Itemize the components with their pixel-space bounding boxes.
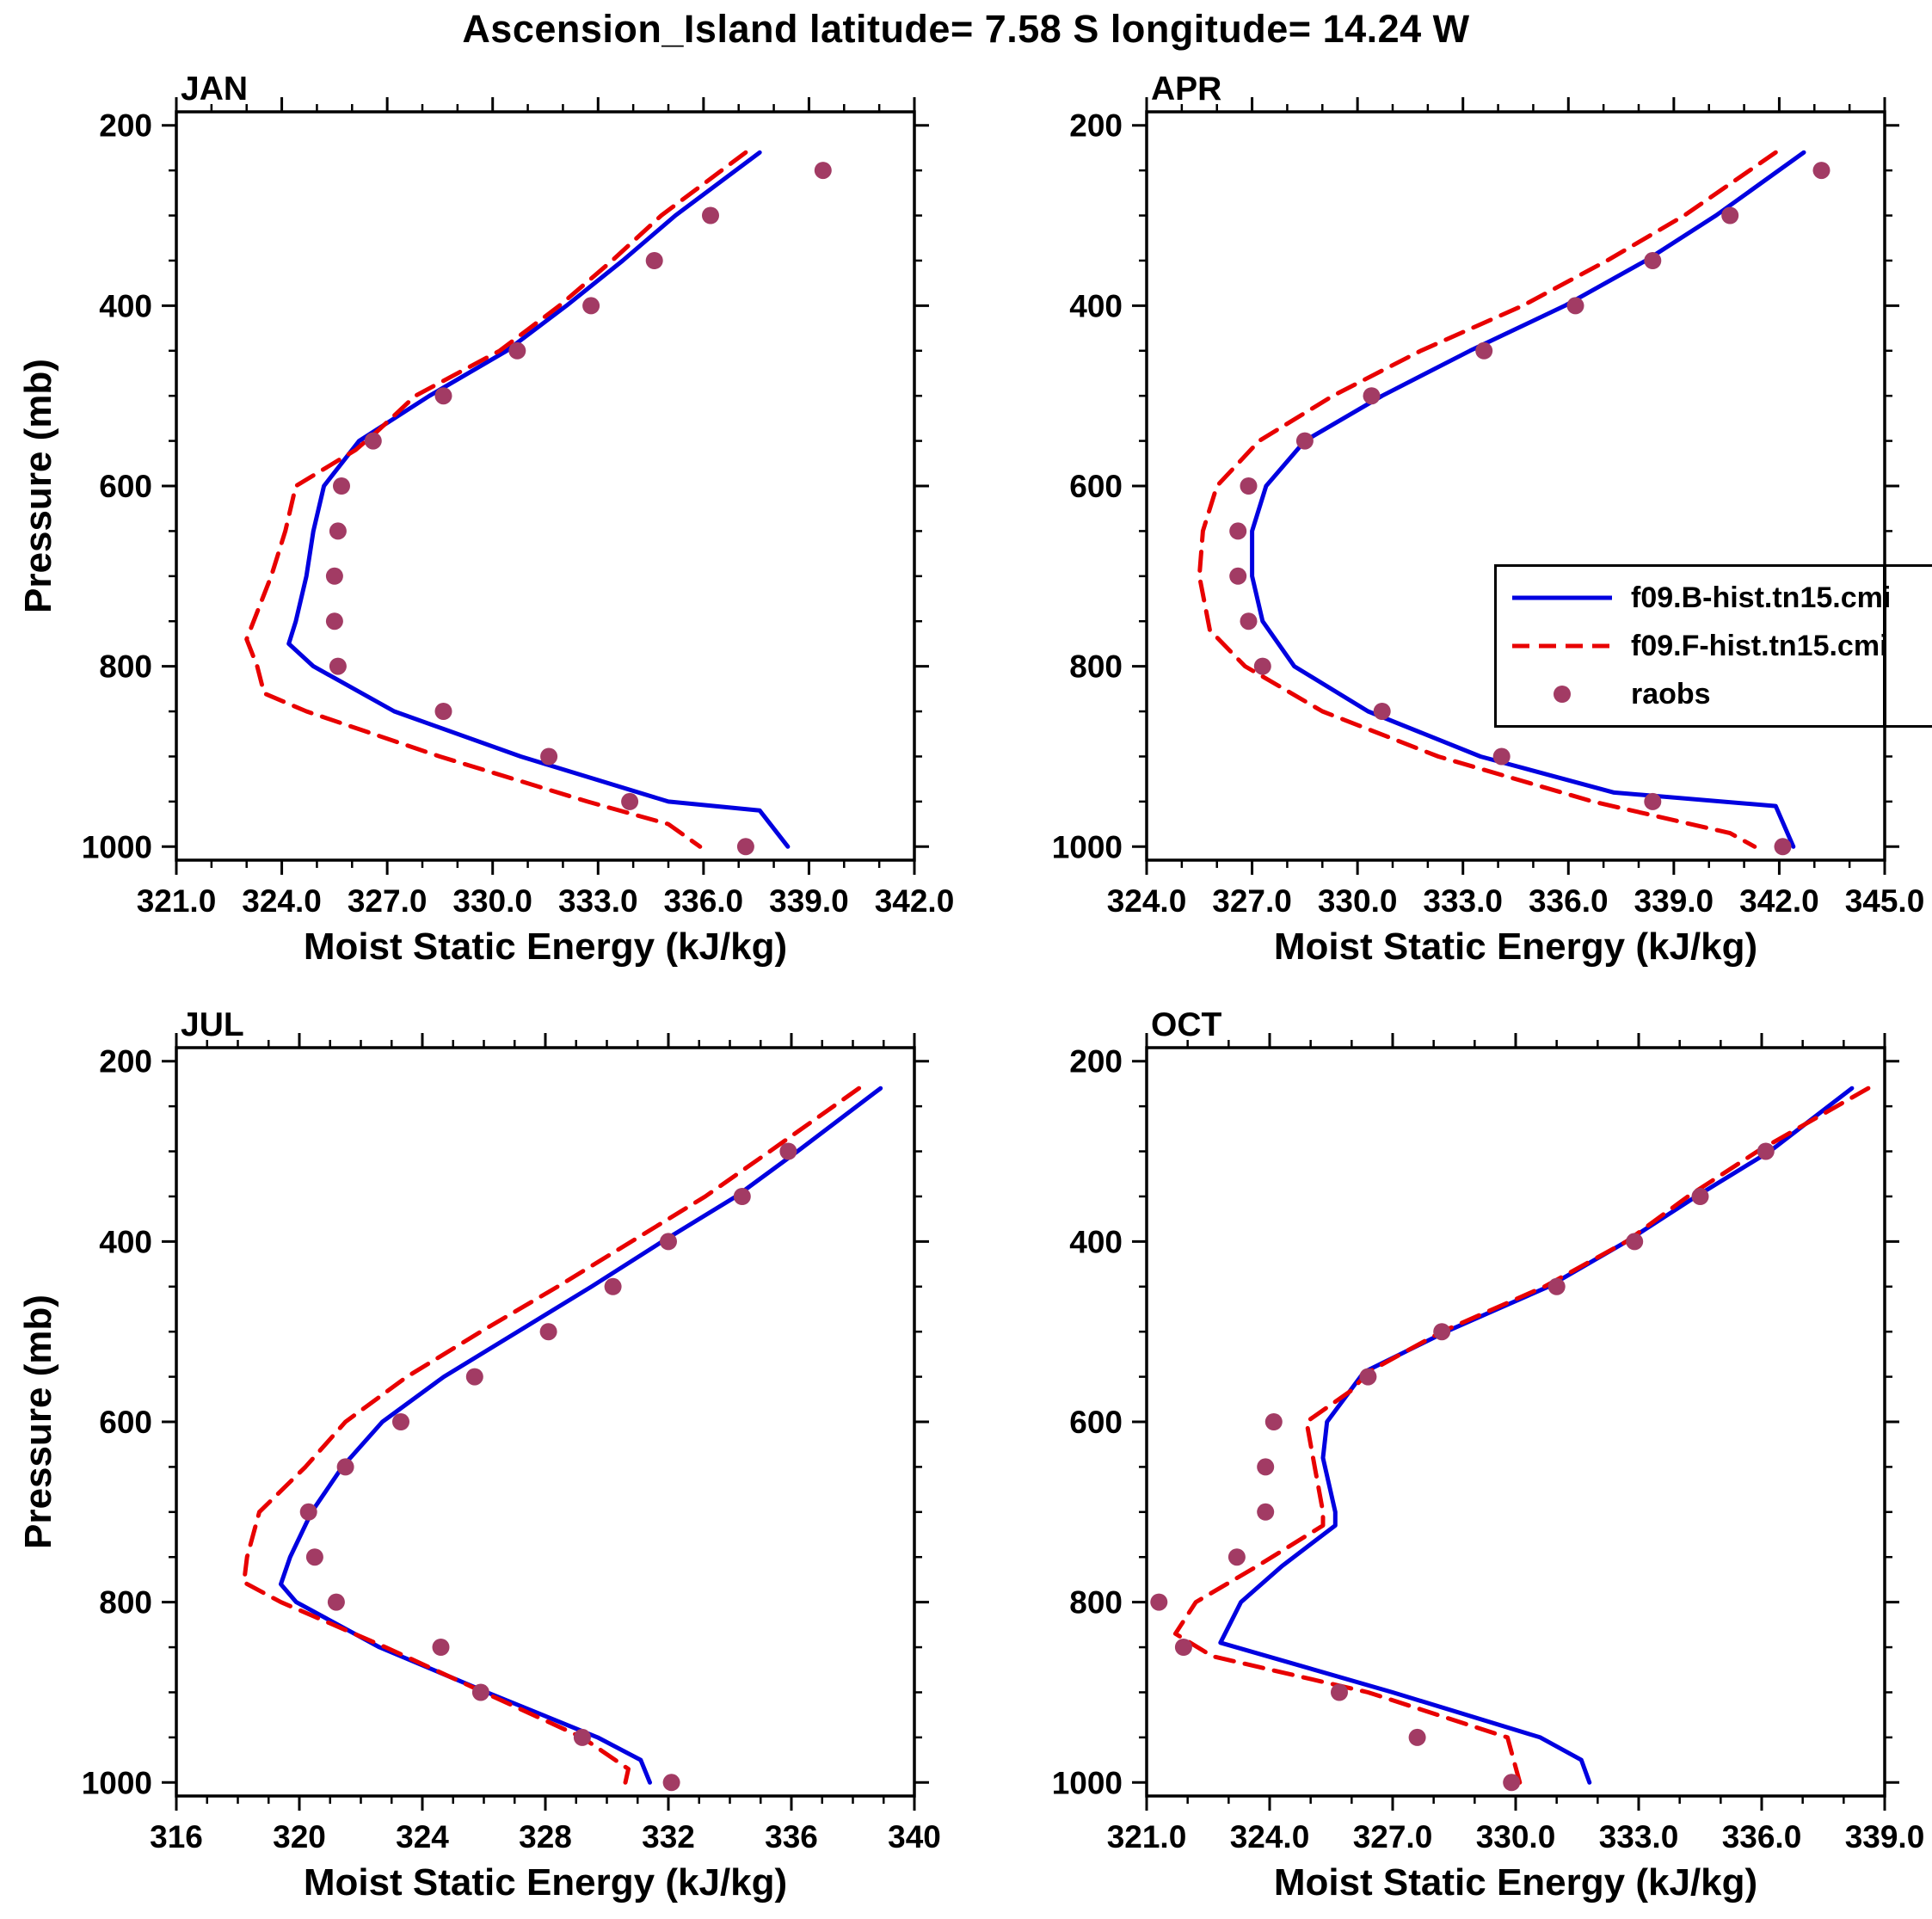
legend-label-raobs: raobs bbox=[1631, 677, 1711, 710]
solid-line-icon bbox=[1512, 595, 1612, 600]
legend-item-raobs: raobs bbox=[1511, 678, 1932, 711]
svg-text:1000: 1000 bbox=[82, 1765, 152, 1800]
panel-title-oct: OCT bbox=[1151, 1006, 1222, 1043]
svg-text:342.0: 342.0 bbox=[1739, 883, 1819, 919]
svg-text:600: 600 bbox=[1069, 1405, 1123, 1440]
svg-text:800: 800 bbox=[1069, 1585, 1123, 1621]
svg-text:327.0: 327.0 bbox=[1353, 1819, 1433, 1854]
svg-text:336.0: 336.0 bbox=[1722, 1819, 1802, 1854]
svg-text:200: 200 bbox=[99, 108, 152, 144]
legend-label-model-f: f09.F-hist.tn15.cmi bbox=[1631, 629, 1888, 662]
svg-text:200: 200 bbox=[1069, 1044, 1123, 1079]
y-axis-title-bottom-row: Pressure (mb) bbox=[17, 1295, 59, 1549]
svg-text:200: 200 bbox=[1069, 108, 1123, 144]
svg-text:333.0: 333.0 bbox=[1423, 883, 1503, 919]
dashed-line-icon bbox=[1512, 643, 1612, 649]
svg-text:800: 800 bbox=[99, 1585, 152, 1621]
svg-text:339.0: 339.0 bbox=[1634, 883, 1714, 919]
svg-text:400: 400 bbox=[1069, 288, 1123, 323]
svg-text:600: 600 bbox=[99, 1405, 152, 1440]
svg-text:340: 340 bbox=[888, 1819, 941, 1854]
legend: f09.B-hist.tn15.cmi f09.F-hist.tn15.cmi … bbox=[1494, 564, 1932, 728]
svg-text:336.0: 336.0 bbox=[1529, 883, 1609, 919]
svg-text:333.0: 333.0 bbox=[1599, 1819, 1679, 1854]
svg-text:800: 800 bbox=[99, 649, 152, 685]
legend-label-model-b: f09.B-hist.tn15.cmi bbox=[1631, 581, 1892, 614]
svg-text:316: 316 bbox=[150, 1819, 203, 1854]
x-axis-title-jul: Moist Static Energy (kJ/kg) bbox=[303, 1861, 788, 1904]
y-axis-title-top-row: Pressure (mb) bbox=[17, 359, 59, 613]
svg-text:200: 200 bbox=[99, 1044, 152, 1079]
svg-text:330.0: 330.0 bbox=[1318, 883, 1398, 919]
svg-text:800: 800 bbox=[1069, 649, 1123, 685]
svg-text:324: 324 bbox=[396, 1819, 449, 1854]
svg-text:333.0: 333.0 bbox=[558, 883, 638, 919]
svg-text:600: 600 bbox=[1069, 469, 1123, 504]
svg-text:320: 320 bbox=[273, 1819, 326, 1854]
x-axis-title-oct: Moist Static Energy (kJ/kg) bbox=[1273, 1861, 1758, 1904]
svg-text:324.0: 324.0 bbox=[1107, 883, 1187, 919]
svg-text:339.0: 339.0 bbox=[1845, 1819, 1925, 1854]
panel-title-apr: APR bbox=[1151, 71, 1222, 108]
svg-text:330.0: 330.0 bbox=[1476, 1819, 1556, 1854]
svg-text:321.0: 321.0 bbox=[137, 883, 217, 919]
legend-item-model-b: f09.B-hist.tn15.cmi bbox=[1511, 581, 1932, 615]
svg-text:336: 336 bbox=[765, 1819, 818, 1854]
x-axis-title-jan: Moist Static Energy (kJ/kg) bbox=[303, 926, 788, 968]
svg-text:1000: 1000 bbox=[1052, 1765, 1123, 1800]
svg-text:327.0: 327.0 bbox=[1212, 883, 1292, 919]
svg-text:332: 332 bbox=[642, 1819, 695, 1854]
dot-marker-icon bbox=[1554, 686, 1571, 703]
x-axis-title-apr: Moist Static Energy (kJ/kg) bbox=[1273, 926, 1758, 968]
figure-title: Ascension_Island latitude= 7.58 S longit… bbox=[462, 7, 1470, 51]
svg-text:327.0: 327.0 bbox=[348, 883, 428, 919]
svg-text:400: 400 bbox=[99, 1224, 152, 1259]
svg-text:1000: 1000 bbox=[82, 829, 152, 864]
svg-text:342.0: 342.0 bbox=[875, 883, 955, 919]
apr-panel-right-border bbox=[1883, 564, 1886, 728]
svg-text:600: 600 bbox=[99, 469, 152, 504]
panel-title-jan: JAN bbox=[181, 71, 249, 108]
svg-text:321.0: 321.0 bbox=[1107, 1819, 1187, 1854]
svg-text:345.0: 345.0 bbox=[1845, 883, 1925, 919]
svg-text:1000: 1000 bbox=[1052, 829, 1123, 864]
legend-item-model-f: f09.F-hist.tn15.cmi bbox=[1511, 630, 1932, 663]
svg-text:336.0: 336.0 bbox=[664, 883, 744, 919]
svg-text:339.0: 339.0 bbox=[769, 883, 849, 919]
svg-text:324.0: 324.0 bbox=[242, 883, 322, 919]
svg-text:400: 400 bbox=[99, 288, 152, 323]
panel-title-jul: JUL bbox=[181, 1006, 244, 1043]
svg-text:330.0: 330.0 bbox=[452, 883, 532, 919]
svg-text:324.0: 324.0 bbox=[1230, 1819, 1310, 1854]
svg-text:328: 328 bbox=[519, 1819, 572, 1854]
svg-text:400: 400 bbox=[1069, 1224, 1123, 1259]
